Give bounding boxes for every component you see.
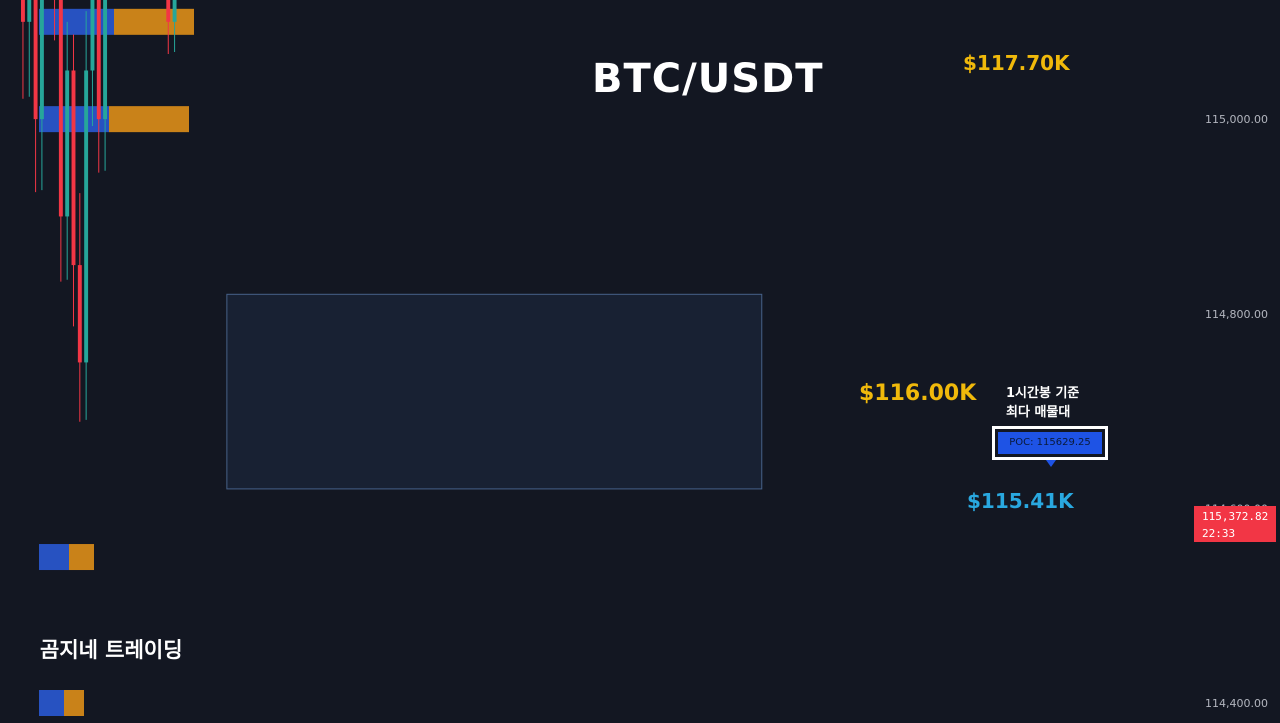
poc-pointer (1046, 460, 1056, 467)
candle-body (90, 0, 95, 71)
zones-layer (226, 293, 763, 490)
poc-highlight-box: POC: 115629.25 (992, 426, 1108, 460)
volume-profile-sell-bar (114, 8, 194, 35)
price-label-low: $115.41K (967, 489, 1074, 513)
candles-layer (20, 0, 177, 422)
candle-timer: 22:33 (1202, 527, 1236, 540)
price-axis: 114,400.00114,600.00114,800.00115,000.00… (1205, 113, 1268, 710)
candle-body (20, 0, 25, 22)
chart-title: BTC/USDT (592, 56, 824, 102)
price-axis-tick-label: 115,000.00 (1205, 113, 1268, 126)
poc-caption-line2: 최다 매물대 (1006, 405, 1071, 420)
price-axis-tick-label: 114,800.00 (1205, 308, 1268, 321)
volume-profile-layer (39, 8, 194, 716)
volume-profile-sell-bar (109, 106, 189, 133)
current-price-value: 115,372.82 (1202, 510, 1269, 523)
volume-profile-sell-bar (69, 544, 94, 571)
current-price-tag: 115,372.82 22:33 (1194, 506, 1276, 542)
candle-body (96, 0, 101, 120)
candle-body (103, 0, 108, 120)
candle-body (39, 0, 44, 120)
price-axis-tick-label: 114,400.00 (1205, 697, 1268, 710)
candle-body (172, 0, 177, 22)
volume-profile-buy-bar (39, 8, 114, 35)
volume-profile-sell-bar (64, 690, 84, 716)
price-lines-layer (1046, 460, 1056, 467)
candle-body (77, 265, 82, 363)
poc-caption: 1시간봉 기준 최다 매물대 (1006, 384, 1079, 422)
candle-body (84, 70, 89, 363)
candle-body (58, 0, 63, 217)
volume-profile-buy-bar (39, 690, 64, 716)
price-label-mid: $116.00K (859, 381, 977, 406)
candle-body (27, 0, 32, 22)
poc-badge: POC: 115629.25 (998, 432, 1102, 454)
price-label-high: $117.70K (963, 51, 1070, 75)
candle-body (71, 70, 76, 266)
volume-profile-buy-bar (39, 544, 69, 571)
candle-body (33, 0, 38, 120)
brand-watermark: 곰지네 트레이딩 (40, 638, 183, 662)
zone-box (226, 293, 763, 490)
candle-body (166, 0, 171, 22)
candle-body (65, 70, 70, 217)
poc-caption-line1: 1시간봉 기준 (1006, 386, 1080, 401)
